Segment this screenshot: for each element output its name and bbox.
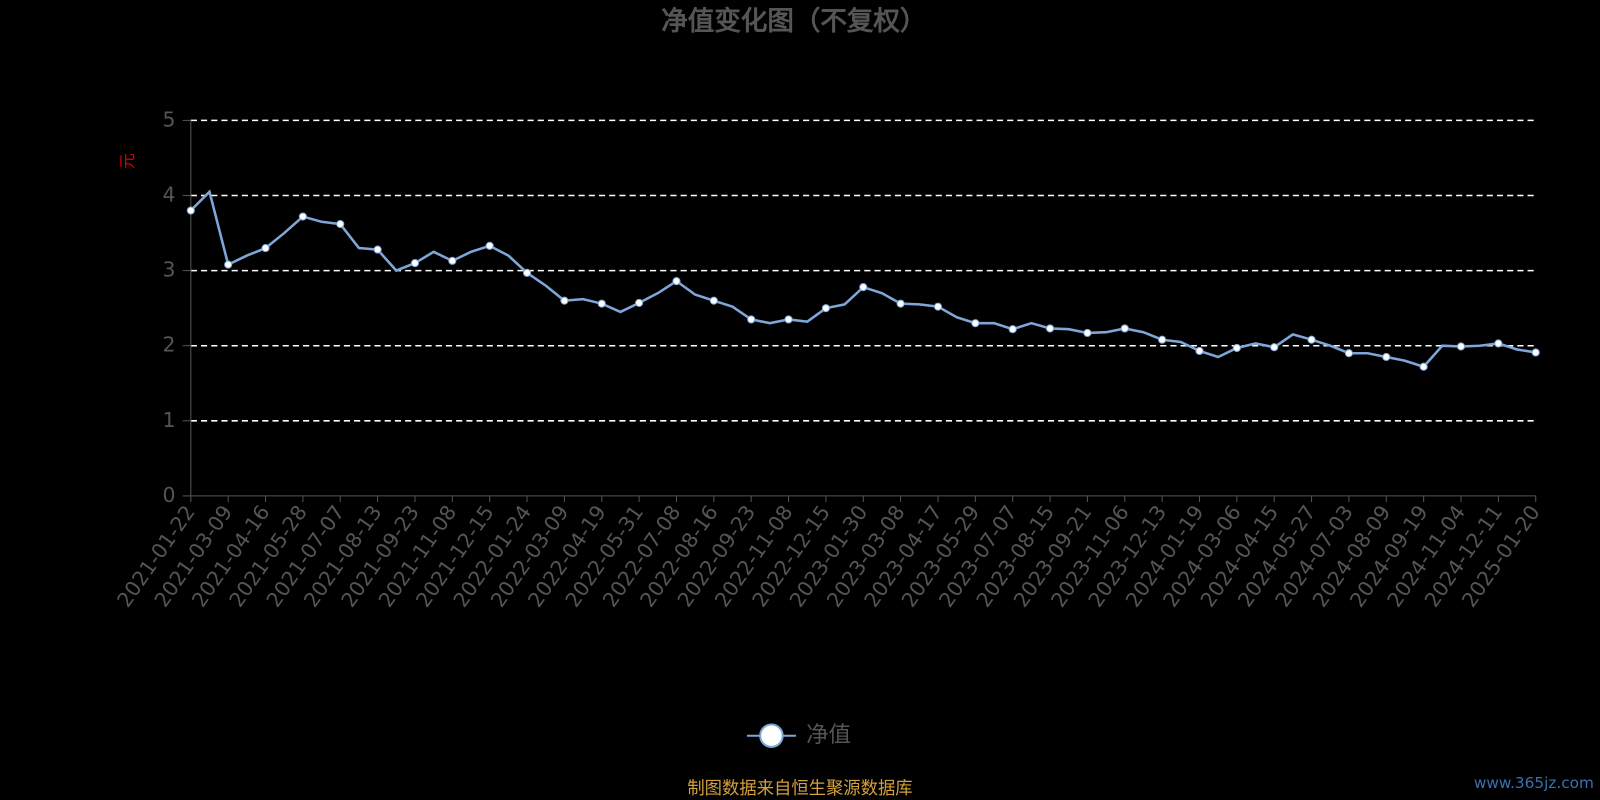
source-note: 制图数据来自恒生聚源数据库 [687,779,912,799]
point-marker [1494,339,1503,348]
point-marker [560,296,569,305]
point-marker [1344,349,1354,358]
legend-marker [759,723,784,748]
point-marker [896,299,905,308]
point-marker [1270,343,1279,352]
point-marker [597,299,606,308]
y-tick-label: 5 [163,107,176,131]
point-marker [784,315,793,324]
point-marker [821,304,830,313]
y-tick-label: 1 [163,408,176,432]
legend-label: 净值 [806,722,851,748]
y-tick-label: 2 [163,333,176,357]
point-marker [859,283,868,292]
point-marker [1083,328,1092,338]
point-marker [1419,362,1428,371]
point-marker [224,260,233,269]
point-marker [485,241,494,250]
point-marker [1232,343,1241,353]
y-axis-label: 元 [118,153,137,169]
chart-title: 净值变化图（不复权） [661,6,926,37]
point-marker [410,259,420,268]
point-marker [336,219,345,229]
point-marker [1120,324,1129,333]
watermark: www.365jz.com [1474,774,1594,792]
point-marker [1195,346,1204,356]
point-marker [373,245,382,254]
point-marker [186,206,195,215]
point-marker [1307,335,1316,344]
point-marker [933,302,943,311]
point-marker [709,296,718,305]
point-marker [261,243,270,253]
point-marker [298,212,307,221]
y-tick-label: 3 [163,258,176,282]
point-marker [1158,335,1167,344]
point-marker [1045,324,1055,333]
point-marker [1531,348,1540,357]
point-marker [522,268,532,277]
point-marker [448,256,457,265]
y-tick-label: 0 [163,483,176,507]
point-marker [672,277,681,286]
y-tick-label: 4 [163,183,176,207]
point-marker [1008,325,1017,334]
point-marker [971,319,980,328]
point-marker [635,298,644,307]
point-marker [747,315,756,324]
point-marker [1456,342,1466,351]
point-marker [1382,352,1391,362]
